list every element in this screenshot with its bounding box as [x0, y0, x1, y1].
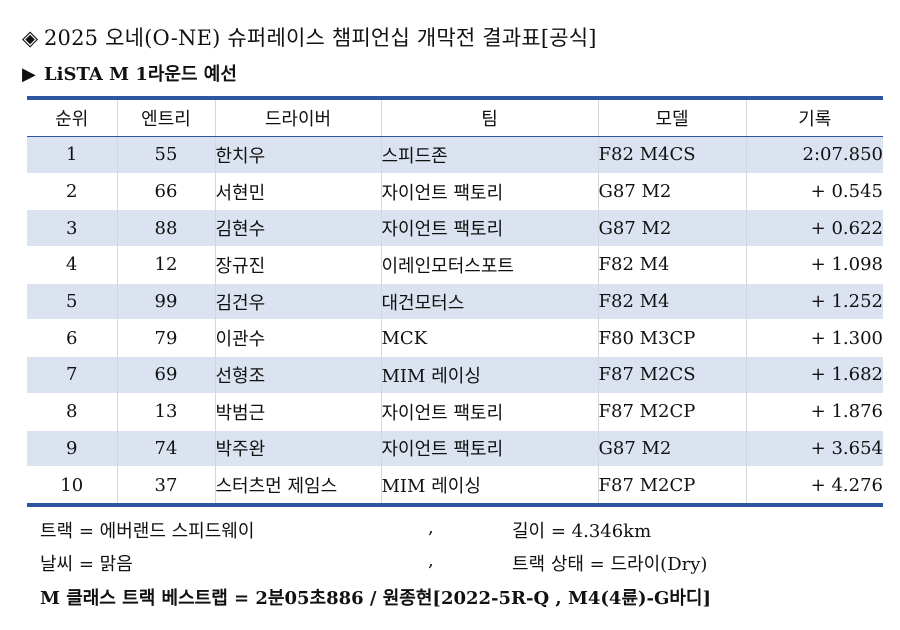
driver-cell: 이관수	[214, 319, 381, 357]
info-line-2: 날씨 = 맑음 , 트랙 상태 = 드라이(Dry)	[40, 550, 707, 576]
record-cell: + 0.622	[745, 209, 883, 247]
model-cell: G87 M2	[597, 209, 746, 247]
table-row: 10 37 스터츠먼 제임스 MIM 레이싱 F87 M2CP + 4.276	[27, 466, 883, 505]
record-cell: + 1.682	[745, 356, 883, 394]
header-entry: 엔트리	[116, 98, 215, 137]
separator: ,	[428, 550, 434, 571]
rank-cell: 1	[27, 136, 117, 174]
team-cell: 이레인모터스포트	[380, 246, 598, 284]
rank-cell: 8	[27, 392, 117, 430]
rank-cell: 5	[27, 282, 117, 320]
table-header-row: 순위 엔트리 드라이버 팀 모델 기록	[27, 98, 883, 137]
team-cell: 스피드존	[380, 136, 598, 174]
model-cell: F82 M4	[597, 246, 746, 284]
entry-cell: 13	[116, 392, 215, 430]
entry-cell: 69	[116, 356, 215, 394]
table-row: 8 13 박범근 자이언트 팩토리 F87 M2CP + 1.876	[27, 392, 883, 430]
team-cell: 자이언트 팩토리	[380, 392, 598, 430]
weather-info: 날씨 = 맑음	[40, 554, 133, 575]
team-cell: 대건모터스	[380, 282, 598, 320]
table-row: 6 79 이관수 MCK F80 M3CP + 1.300	[27, 319, 883, 357]
driver-cell: 서현민	[214, 172, 381, 210]
rank-cell: 2	[27, 172, 117, 210]
best-lap-record: M 클래스 트랙 베스트랩 = 2분05초886 / 원종현[2022-5R-Q…	[40, 588, 711, 609]
entry-cell: 12	[116, 246, 215, 284]
info-line-1: 트랙 = 에버랜드 스피드웨이 , 길이 = 4.346km	[40, 517, 651, 543]
model-cell: F82 M4CS	[597, 136, 746, 174]
header-record: 기록	[745, 98, 883, 137]
title-text: 2025 오네(O-NE) 슈퍼레이스 챔피언십 개막전 결과표[공식]	[44, 26, 597, 50]
record-cell: + 1.098	[745, 246, 883, 284]
model-cell: F87 M2CP	[597, 392, 746, 430]
record-cell: + 0.545	[745, 172, 883, 210]
rank-cell: 10	[27, 466, 117, 505]
record-cell: 2:07.850	[745, 136, 883, 174]
rank-cell: 7	[27, 356, 117, 394]
table-row: 9 74 박주완 자이언트 팩토리 G87 M2 + 3.654	[27, 429, 883, 467]
entry-cell: 88	[116, 209, 215, 247]
entry-cell: 99	[116, 282, 215, 320]
record-cell: + 4.276	[745, 466, 883, 505]
driver-cell: 김현수	[214, 209, 381, 247]
entry-cell: 66	[116, 172, 215, 210]
driver-cell: 박주완	[214, 429, 381, 467]
header-driver: 드라이버	[214, 98, 381, 137]
entry-cell: 55	[116, 136, 215, 174]
track-state-info: 트랙 상태 = 드라이(Dry)	[512, 554, 708, 575]
table-row: 1 55 한치우 스피드존 F82 M4CS 2:07.850	[27, 136, 883, 174]
record-cell: + 1.300	[745, 319, 883, 357]
triangle-bullet-icon: ▶	[22, 64, 36, 85]
table-row: 5 99 김건우 대건모터스 F82 M4 + 1.252	[27, 282, 883, 320]
record-cell: + 1.876	[745, 392, 883, 430]
header-team: 팀	[380, 98, 598, 137]
model-cell: G87 M2	[597, 172, 746, 210]
header-model: 모델	[597, 98, 746, 137]
model-cell: F80 M3CP	[597, 319, 746, 357]
rank-cell: 4	[27, 246, 117, 284]
driver-cell: 선형조	[214, 356, 381, 394]
page-title: ◈ 2025 오네(O-NE) 슈퍼레이스 챔피언십 개막전 결과표[공식]	[22, 22, 597, 52]
table-row: 7 69 선형조 MIM 레이싱 F87 M2CS + 1.682	[27, 356, 883, 394]
separator: ,	[428, 517, 434, 538]
driver-cell: 스터츠먼 제임스	[214, 466, 381, 505]
model-cell: G87 M2	[597, 429, 746, 467]
rank-cell: 6	[27, 319, 117, 357]
rank-cell: 3	[27, 209, 117, 247]
results-table: 순위 엔트리 드라이버 팀 모델 기록 1 55 한치우 스피드존 F82 M4CS 2:…	[27, 96, 883, 507]
team-cell: 자이언트 팩토리	[380, 429, 598, 467]
track-info: 트랙 = 에버랜드 스피드웨이	[40, 521, 255, 542]
record-cell: + 1.252	[745, 282, 883, 320]
diamond-bullet-icon: ◈	[22, 26, 39, 50]
length-info: 길이 = 4.346km	[512, 521, 652, 542]
team-cell: MCK	[380, 319, 598, 357]
record-cell: + 3.654	[745, 429, 883, 467]
driver-cell: 한치우	[214, 136, 381, 174]
section-subtitle: ▶ LiSTA M 1라운드 예선	[22, 60, 237, 86]
team-cell: 자이언트 팩토리	[380, 172, 598, 210]
entry-cell: 37	[116, 466, 215, 505]
entry-cell: 79	[116, 319, 215, 357]
subtitle-text: LiSTA M 1라운드 예선	[44, 64, 237, 85]
table-row: 4 12 장규진 이레인모터스포트 F82 M4 + 1.098	[27, 246, 883, 284]
driver-cell: 장규진	[214, 246, 381, 284]
model-cell: F82 M4	[597, 282, 746, 320]
model-cell: F87 M2CS	[597, 356, 746, 394]
driver-cell: 박범근	[214, 392, 381, 430]
driver-cell: 김건우	[214, 282, 381, 320]
model-cell: F87 M2CP	[597, 466, 746, 505]
header-rank: 순위	[27, 98, 117, 137]
team-cell: MIM 레이싱	[380, 356, 598, 394]
team-cell: MIM 레이싱	[380, 466, 598, 505]
table-row: 2 66 서현민 자이언트 팩토리 G87 M2 + 0.545	[27, 172, 883, 210]
table-row: 3 88 김현수 자이언트 팩토리 G87 M2 + 0.622	[27, 209, 883, 247]
entry-cell: 74	[116, 429, 215, 467]
team-cell: 자이언트 팩토리	[380, 209, 598, 247]
rank-cell: 9	[27, 429, 117, 467]
